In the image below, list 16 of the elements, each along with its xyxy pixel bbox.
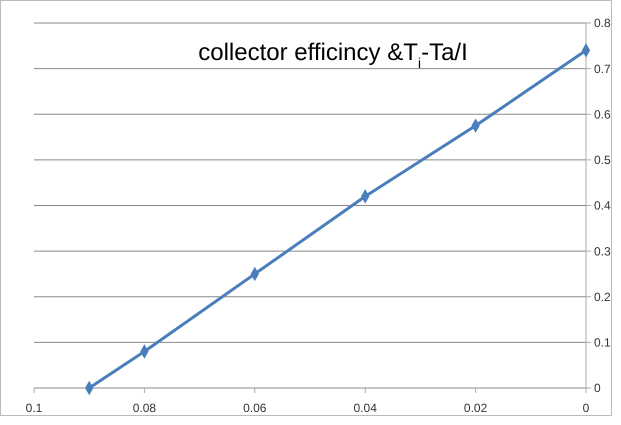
y-tick-label: 0.1: [594, 336, 612, 350]
text: collector efficincy &T$_{i}$-Ta/I: [198, 39, 468, 72]
x-tick-label: 0.02: [464, 401, 488, 415]
x-tick-label: 0: [582, 401, 590, 415]
y-tick-label: 0.6: [594, 107, 612, 122]
y-tick-label: 0: [594, 381, 601, 396]
y-tick-label: 0.7: [594, 62, 612, 76]
y-tick-label: 0.3: [594, 244, 612, 258]
x-tick-label: 0.04: [354, 401, 378, 415]
x-tick-label: 0.06: [243, 401, 267, 415]
y-tick-label: 0.5: [594, 153, 612, 168]
y-tick-label: 0.4: [594, 198, 612, 213]
x-tick-label: 0.08: [132, 401, 156, 415]
x-tick-label: 0.1: [26, 401, 43, 415]
y-tick-label: 0.2: [594, 290, 612, 304]
y-tick-label: 0.8: [594, 16, 612, 30]
